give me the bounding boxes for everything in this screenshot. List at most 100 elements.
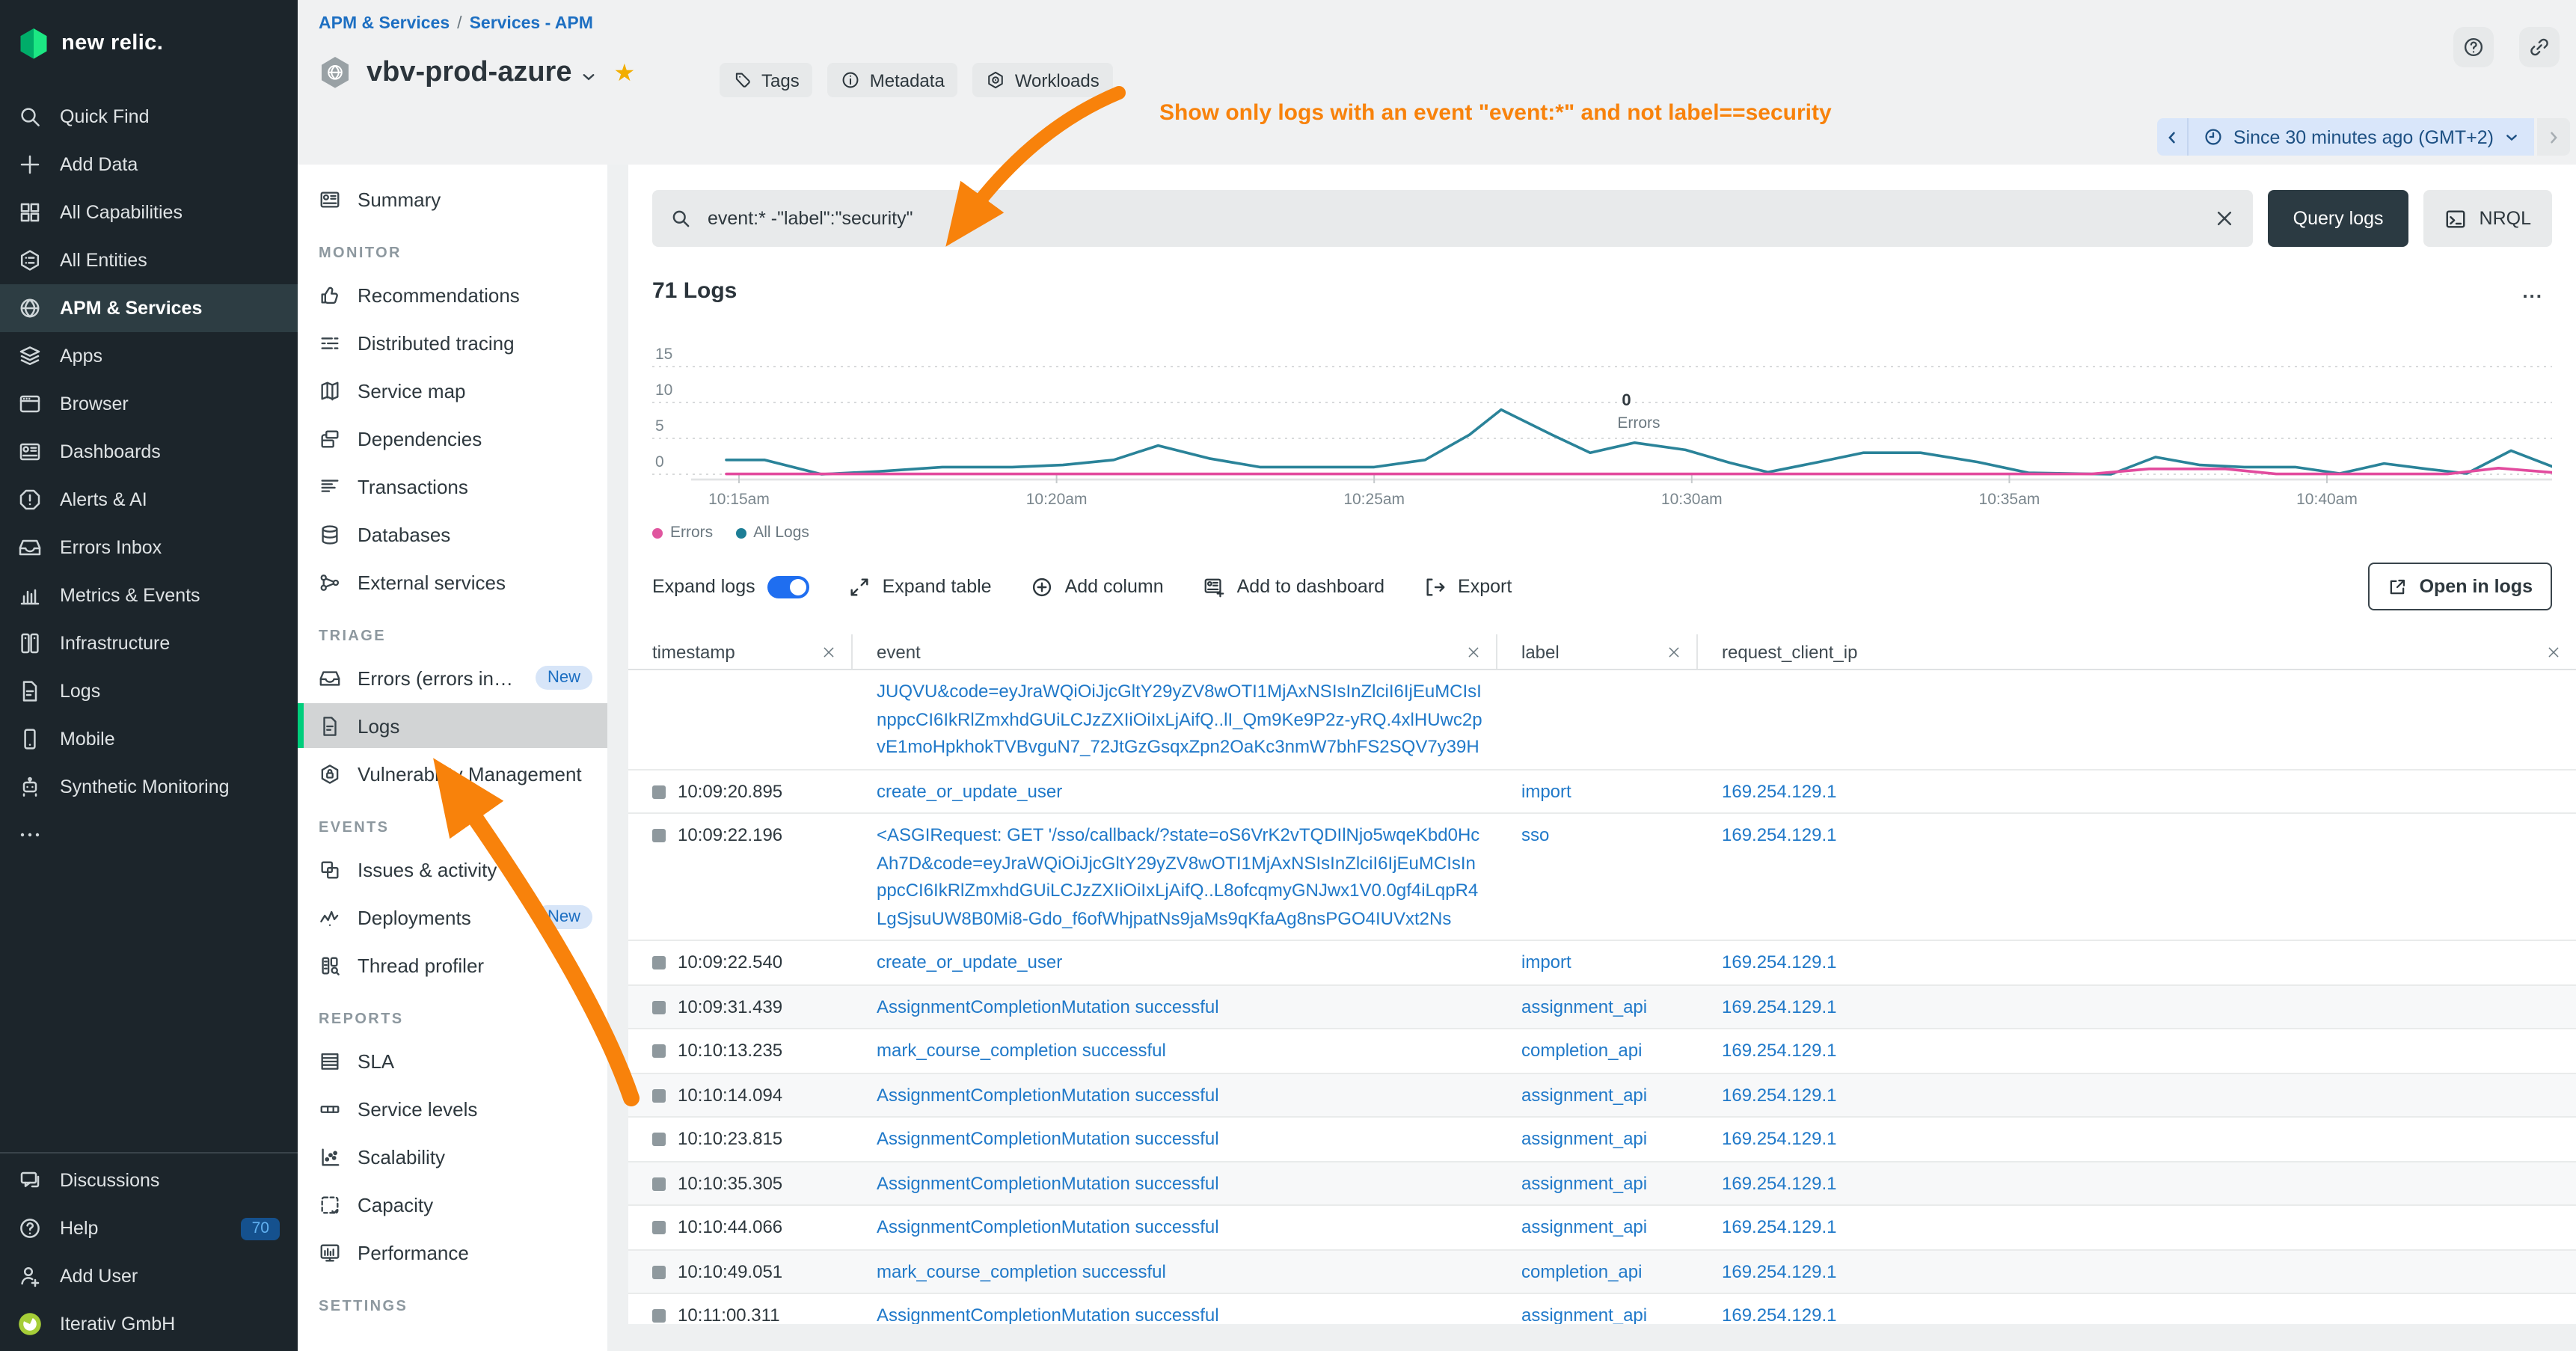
request-client-ip-link[interactable]: 169.254.129.1 xyxy=(1698,1162,2576,1204)
legend-item-errors[interactable]: Errors xyxy=(652,524,713,542)
label-link[interactable]: import xyxy=(1497,770,1698,812)
sidebar-item-infrastructure[interactable]: Infrastructure xyxy=(0,619,298,667)
label-link[interactable]: sso xyxy=(1497,814,1698,940)
sidebar-item-logs[interactable]: Logs xyxy=(0,667,298,715)
table-row[interactable]: 10:10:44.066AssignmentCompletionMutation… xyxy=(628,1206,2576,1250)
nav-item-transactions[interactable]: Transactions xyxy=(298,464,607,509)
request-client-ip-link[interactable]: 169.254.129.1 xyxy=(1698,1118,2576,1160)
request-client-ip-link[interactable]: 169.254.129.1 xyxy=(1698,941,2576,984)
nav-item-issues-activity[interactable]: Issues & activity xyxy=(298,847,607,892)
sidebar-item-add-data[interactable]: Add Data xyxy=(0,141,298,189)
table-row[interactable]: 10:09:20.895create_or_update_userimport1… xyxy=(628,770,2576,814)
time-back-button[interactable] xyxy=(2157,118,2189,156)
request-client-ip-link[interactable] xyxy=(1698,670,2576,768)
metadata-button[interactable]: Metadata xyxy=(828,63,958,97)
row-expand-handle[interactable] xyxy=(652,1044,666,1058)
remove-column-icon[interactable] xyxy=(1666,644,1681,659)
event-link[interactable]: <ASGIRequest: GET '/sso/callback/?state=… xyxy=(853,814,1497,940)
request-client-ip-link[interactable]: 169.254.129.1 xyxy=(1698,985,2576,1028)
sidebar-item-all-capabilities[interactable]: All Capabilities xyxy=(0,189,298,236)
request-client-ip-link[interactable]: 169.254.129.1 xyxy=(1698,1029,2576,1072)
query-logs-button[interactable]: Query logs xyxy=(2268,190,2409,247)
event-link[interactable]: AssignmentCompletionMutation successful xyxy=(853,1073,1497,1116)
sidebar-item-help[interactable]: Help70 xyxy=(0,1204,298,1252)
label-link[interactable]: assignment_api xyxy=(1497,1206,1698,1249)
sidebar-item-apm-services[interactable]: APM & Services xyxy=(0,284,298,332)
nav-item-sla[interactable]: SLA xyxy=(298,1038,607,1083)
label-link[interactable]: assignment_api xyxy=(1497,985,1698,1028)
expand-table-button[interactable]: Expand table xyxy=(848,575,992,598)
nav-item-service-map[interactable]: Service map xyxy=(298,368,607,413)
nav-item-errors-errors-inb[interactable]: Errors (errors inb...New xyxy=(298,655,607,700)
expand-logs-toggle[interactable] xyxy=(767,575,809,598)
nav-item-logs[interactable]: Logs xyxy=(298,703,607,748)
remove-column-icon[interactable] xyxy=(821,644,836,659)
row-expand-handle[interactable] xyxy=(652,1265,666,1278)
row-expand-handle[interactable] xyxy=(652,956,666,969)
request-client-ip-link[interactable]: 169.254.129.1 xyxy=(1698,1073,2576,1116)
remove-column-icon[interactable] xyxy=(2546,644,2561,659)
event-link[interactable]: JUQVU&code=eyJraWQiOiJjcGltY29yZV8wOTI1M… xyxy=(853,670,1497,768)
nav-item-recommendations[interactable]: Recommendations xyxy=(298,272,607,317)
breadcrumb-link-apm-services[interactable]: APM & Services xyxy=(319,15,450,33)
event-link[interactable]: AssignmentCompletionMutation successful xyxy=(853,1206,1497,1249)
event-link[interactable]: create_or_update_user xyxy=(853,941,1497,984)
sidebar-item-all-entities[interactable]: All Entities xyxy=(0,236,298,284)
label-link[interactable]: completion_api xyxy=(1497,1029,1698,1072)
row-expand-handle[interactable] xyxy=(652,1177,666,1190)
row-expand-handle[interactable] xyxy=(652,1309,666,1323)
label-link[interactable]: assignment_api xyxy=(1497,1118,1698,1160)
event-link[interactable]: AssignmentCompletionMutation successful xyxy=(853,985,1497,1028)
sidebar-item-apps[interactable]: Apps xyxy=(0,332,298,380)
event-link[interactable]: mark_course_completion successful xyxy=(853,1250,1497,1293)
nav-item-thread-profiler[interactable]: Thread profiler xyxy=(298,943,607,987)
add-to-dashboard-button[interactable]: Add to dashboard xyxy=(1203,575,1384,598)
row-expand-handle[interactable] xyxy=(652,785,666,798)
nav-item-service-levels[interactable]: Service levels xyxy=(298,1086,607,1131)
column-header-request_client_ip[interactable]: request_client_ip xyxy=(1698,634,2576,669)
sidebar-item-mobile[interactable]: Mobile xyxy=(0,715,298,763)
column-header-event[interactable]: event xyxy=(853,634,1497,669)
request-client-ip-link[interactable]: 169.254.129.1 xyxy=(1698,814,2576,940)
sidebar-item-errors-inbox[interactable]: Errors Inbox xyxy=(0,524,298,572)
event-link[interactable]: mark_course_completion successful xyxy=(853,1029,1497,1072)
nav-item-capacity[interactable]: Capacity xyxy=(298,1182,607,1227)
label-link[interactable]: assignment_api xyxy=(1497,1162,1698,1204)
label-link[interactable]: import xyxy=(1497,941,1698,984)
nav-item-dependencies[interactable]: Dependencies xyxy=(298,416,607,461)
row-expand-handle[interactable] xyxy=(652,1221,666,1234)
legend-item-all-logs[interactable]: All Logs xyxy=(735,524,809,542)
add-column-button[interactable]: Add column xyxy=(1031,575,1164,598)
row-expand-handle[interactable] xyxy=(652,1000,666,1014)
request-client-ip-link[interactable]: 169.254.129.1 xyxy=(1698,1206,2576,1249)
sidebar-item-metrics-events[interactable]: Metrics & Events xyxy=(0,572,298,619)
table-row[interactable]: 10:10:35.305AssignmentCompletionMutation… xyxy=(628,1162,2576,1206)
event-link[interactable]: create_or_update_user xyxy=(853,770,1497,812)
time-range-button[interactable]: Since 30 minutes ago (GMT+2) xyxy=(2189,118,2534,156)
nav-item-external-services[interactable]: External services xyxy=(298,560,607,604)
row-expand-handle[interactable] xyxy=(652,1088,666,1102)
sidebar-item-alerts-ai[interactable]: Alerts & AI xyxy=(0,476,298,524)
nav-item-performance[interactable]: Performance xyxy=(298,1230,607,1275)
sidebar-item-dashboards[interactable]: Dashboards xyxy=(0,428,298,476)
event-link[interactable]: AssignmentCompletionMutation successful xyxy=(853,1294,1497,1324)
time-forward-button[interactable] xyxy=(2537,118,2570,156)
logs-timeline-chart[interactable]: 05101510:15am10:20am10:25am10:30am10:35a… xyxy=(652,310,2552,519)
logs-search-bar[interactable] xyxy=(652,190,2253,247)
sidebar-item-discussions[interactable]: Discussions xyxy=(0,1157,298,1204)
breadcrumb-link-services-apm[interactable]: Services - APM xyxy=(470,15,593,33)
table-row[interactable]: JUQVU&code=eyJraWQiOiJjcGltY29yZV8wOTI1M… xyxy=(628,670,2576,770)
table-row[interactable]: 10:11:00.311AssignmentCompletionMutation… xyxy=(628,1294,2576,1324)
workloads-button[interactable]: Workloads xyxy=(973,63,1113,97)
nav-item-vulnerability-management[interactable]: Vulnerability Management xyxy=(298,751,607,796)
sidebar-item-add-user[interactable]: Add User xyxy=(0,1252,298,1300)
request-client-ip-link[interactable]: 169.254.129.1 xyxy=(1698,770,2576,812)
new-relic-logo[interactable]: new relic. xyxy=(0,0,298,67)
event-link[interactable]: AssignmentCompletionMutation successful xyxy=(853,1162,1497,1204)
nav-item-databases[interactable]: Databases xyxy=(298,512,607,557)
help-button[interactable] xyxy=(2453,27,2494,67)
nav-item-distributed-tracing[interactable]: Distributed tracing xyxy=(298,320,607,365)
logs-search-input[interactable] xyxy=(705,206,2201,230)
sidebar-item-browser[interactable]: Browser xyxy=(0,380,298,428)
column-header-label[interactable]: label xyxy=(1497,634,1698,669)
